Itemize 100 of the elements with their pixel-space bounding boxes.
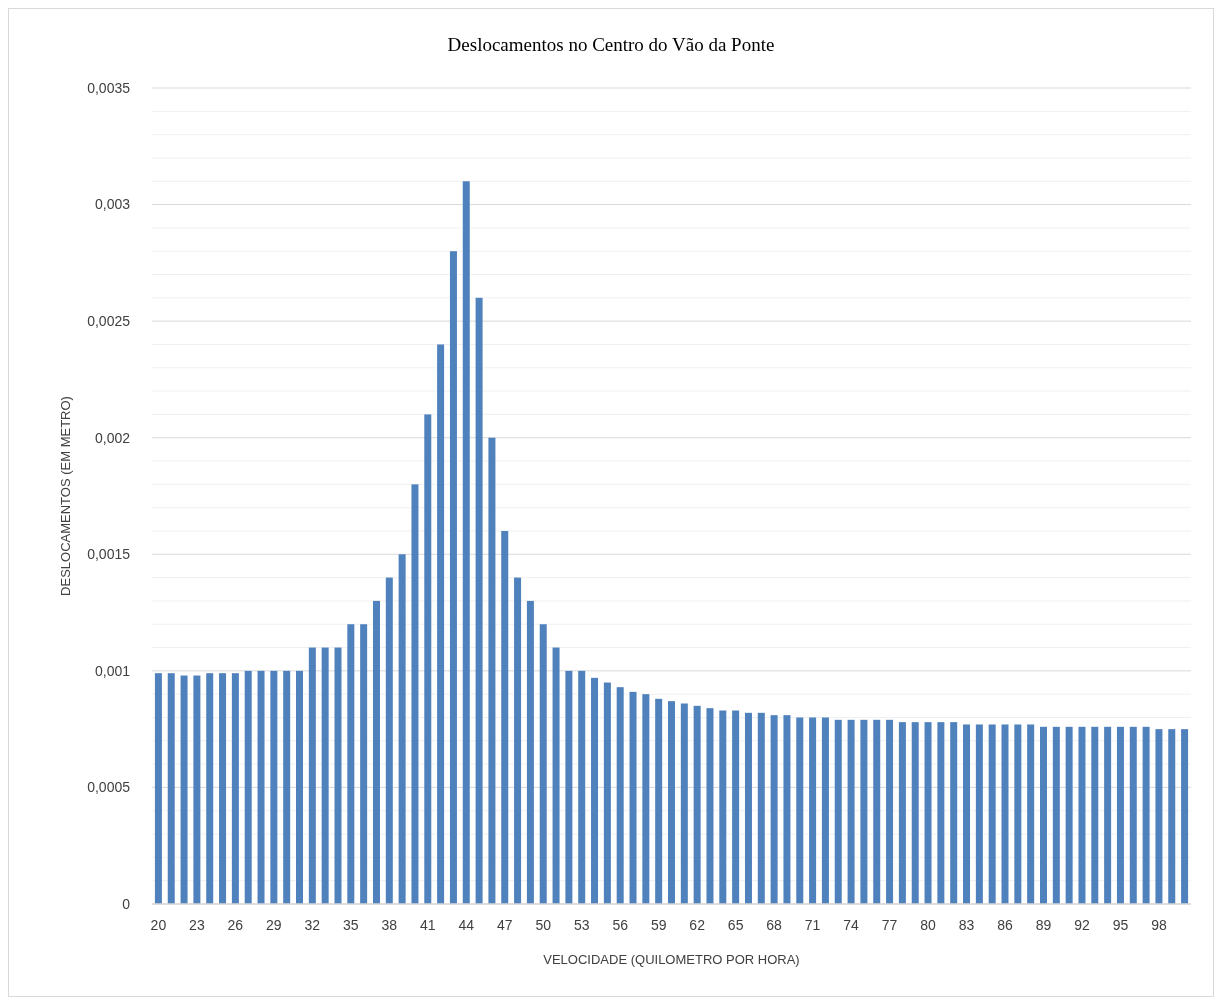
bar [783,715,791,904]
x-tick-label: 53 [573,917,590,933]
x-tick-label: 23 [189,917,205,933]
bar [296,670,304,904]
bar [963,724,971,904]
chart-title: Deslocamentos no Centro do Vão da Ponte [447,34,775,55]
bar [873,719,881,904]
bar [283,670,291,904]
x-axis-title: VELOCIDADE (QUILOMETRO POR HORA) [543,952,800,967]
bar [732,710,740,904]
x-tick-label: 77 [881,917,898,933]
bar [488,437,496,904]
bar [193,675,201,904]
x-tick-label: 20 [150,917,167,933]
bar [616,687,624,904]
bar [308,647,316,904]
bar [244,670,252,904]
bar [1155,729,1163,904]
bar [411,484,419,904]
bar [591,677,599,904]
bar [886,719,894,904]
bar [1116,726,1124,904]
bar [437,344,445,904]
x-tick-label: 50 [535,917,552,933]
bar [1142,726,1150,904]
bar [898,722,906,904]
x-tick-label: 71 [804,917,821,933]
x-tick-label: 35 [343,917,359,933]
bar [860,719,868,904]
x-tick-label: 74 [843,917,860,933]
y-axis-title: DESLOCAMENTOS (EM METRO) [58,396,73,596]
bar [1129,726,1137,904]
bar [1181,729,1189,904]
bar [834,719,842,904]
bar [372,600,380,904]
bar [578,670,586,904]
x-tick-label: 98 [1151,917,1167,933]
bar [693,705,701,904]
x-tick-label: 38 [381,917,398,933]
y-tick-label: 0,002 [94,429,131,446]
bar [642,694,650,904]
y-tick-label: 0,0015 [87,546,131,563]
x-tick-label: 32 [304,917,321,933]
x-tick-label: 86 [997,917,1013,933]
bar [629,691,637,904]
x-tick-label: 44 [458,917,475,933]
bar [1039,726,1047,904]
bar [1065,726,1073,904]
x-tick-label: 83 [958,917,975,933]
bar [1104,726,1112,904]
bar [462,181,470,904]
y-tick-label: 0,001 [94,662,131,679]
bar [167,673,175,904]
x-tick-label: 68 [766,917,783,933]
x-tick-label: 80 [920,917,937,933]
bar [770,715,778,904]
bar [603,682,611,904]
bar [501,530,509,904]
x-tick-label: 26 [227,917,244,933]
bar [1091,726,1099,904]
x-tick-label: 41 [419,917,436,933]
bar [937,722,945,904]
bar [360,624,368,904]
bar [706,708,714,904]
bar [514,577,522,904]
bar [988,724,996,904]
bar [1001,724,1009,904]
bar [668,701,675,904]
y-tick-label: 0,0005 [87,779,131,796]
bar [975,724,983,904]
bar [680,703,688,904]
bar [1168,729,1176,904]
bar [744,712,752,904]
bar [347,624,355,904]
bar [565,670,573,904]
bar [424,414,432,904]
bar [526,600,534,904]
bar [231,673,239,904]
bar [552,647,560,904]
y-tick-label: 0 [122,895,131,912]
x-tick-label: 65 [727,917,744,933]
bar [385,577,393,904]
bar [154,673,162,904]
bar [1078,726,1086,904]
bar [475,297,483,904]
bar [719,710,727,904]
bar [257,670,265,904]
x-tick-label: 29 [266,917,282,933]
y-tick-label: 0,0035 [87,79,131,96]
x-tick-label: 59 [650,917,667,933]
bar [398,554,406,904]
bar [219,673,227,904]
bar [321,647,329,904]
bar [821,717,829,904]
x-tick-label: 95 [1112,917,1129,933]
y-tick-label: 0,0025 [87,313,131,330]
x-tick-label: 92 [1074,917,1090,933]
bar [539,624,547,904]
bar [809,717,817,904]
bar [655,698,663,904]
